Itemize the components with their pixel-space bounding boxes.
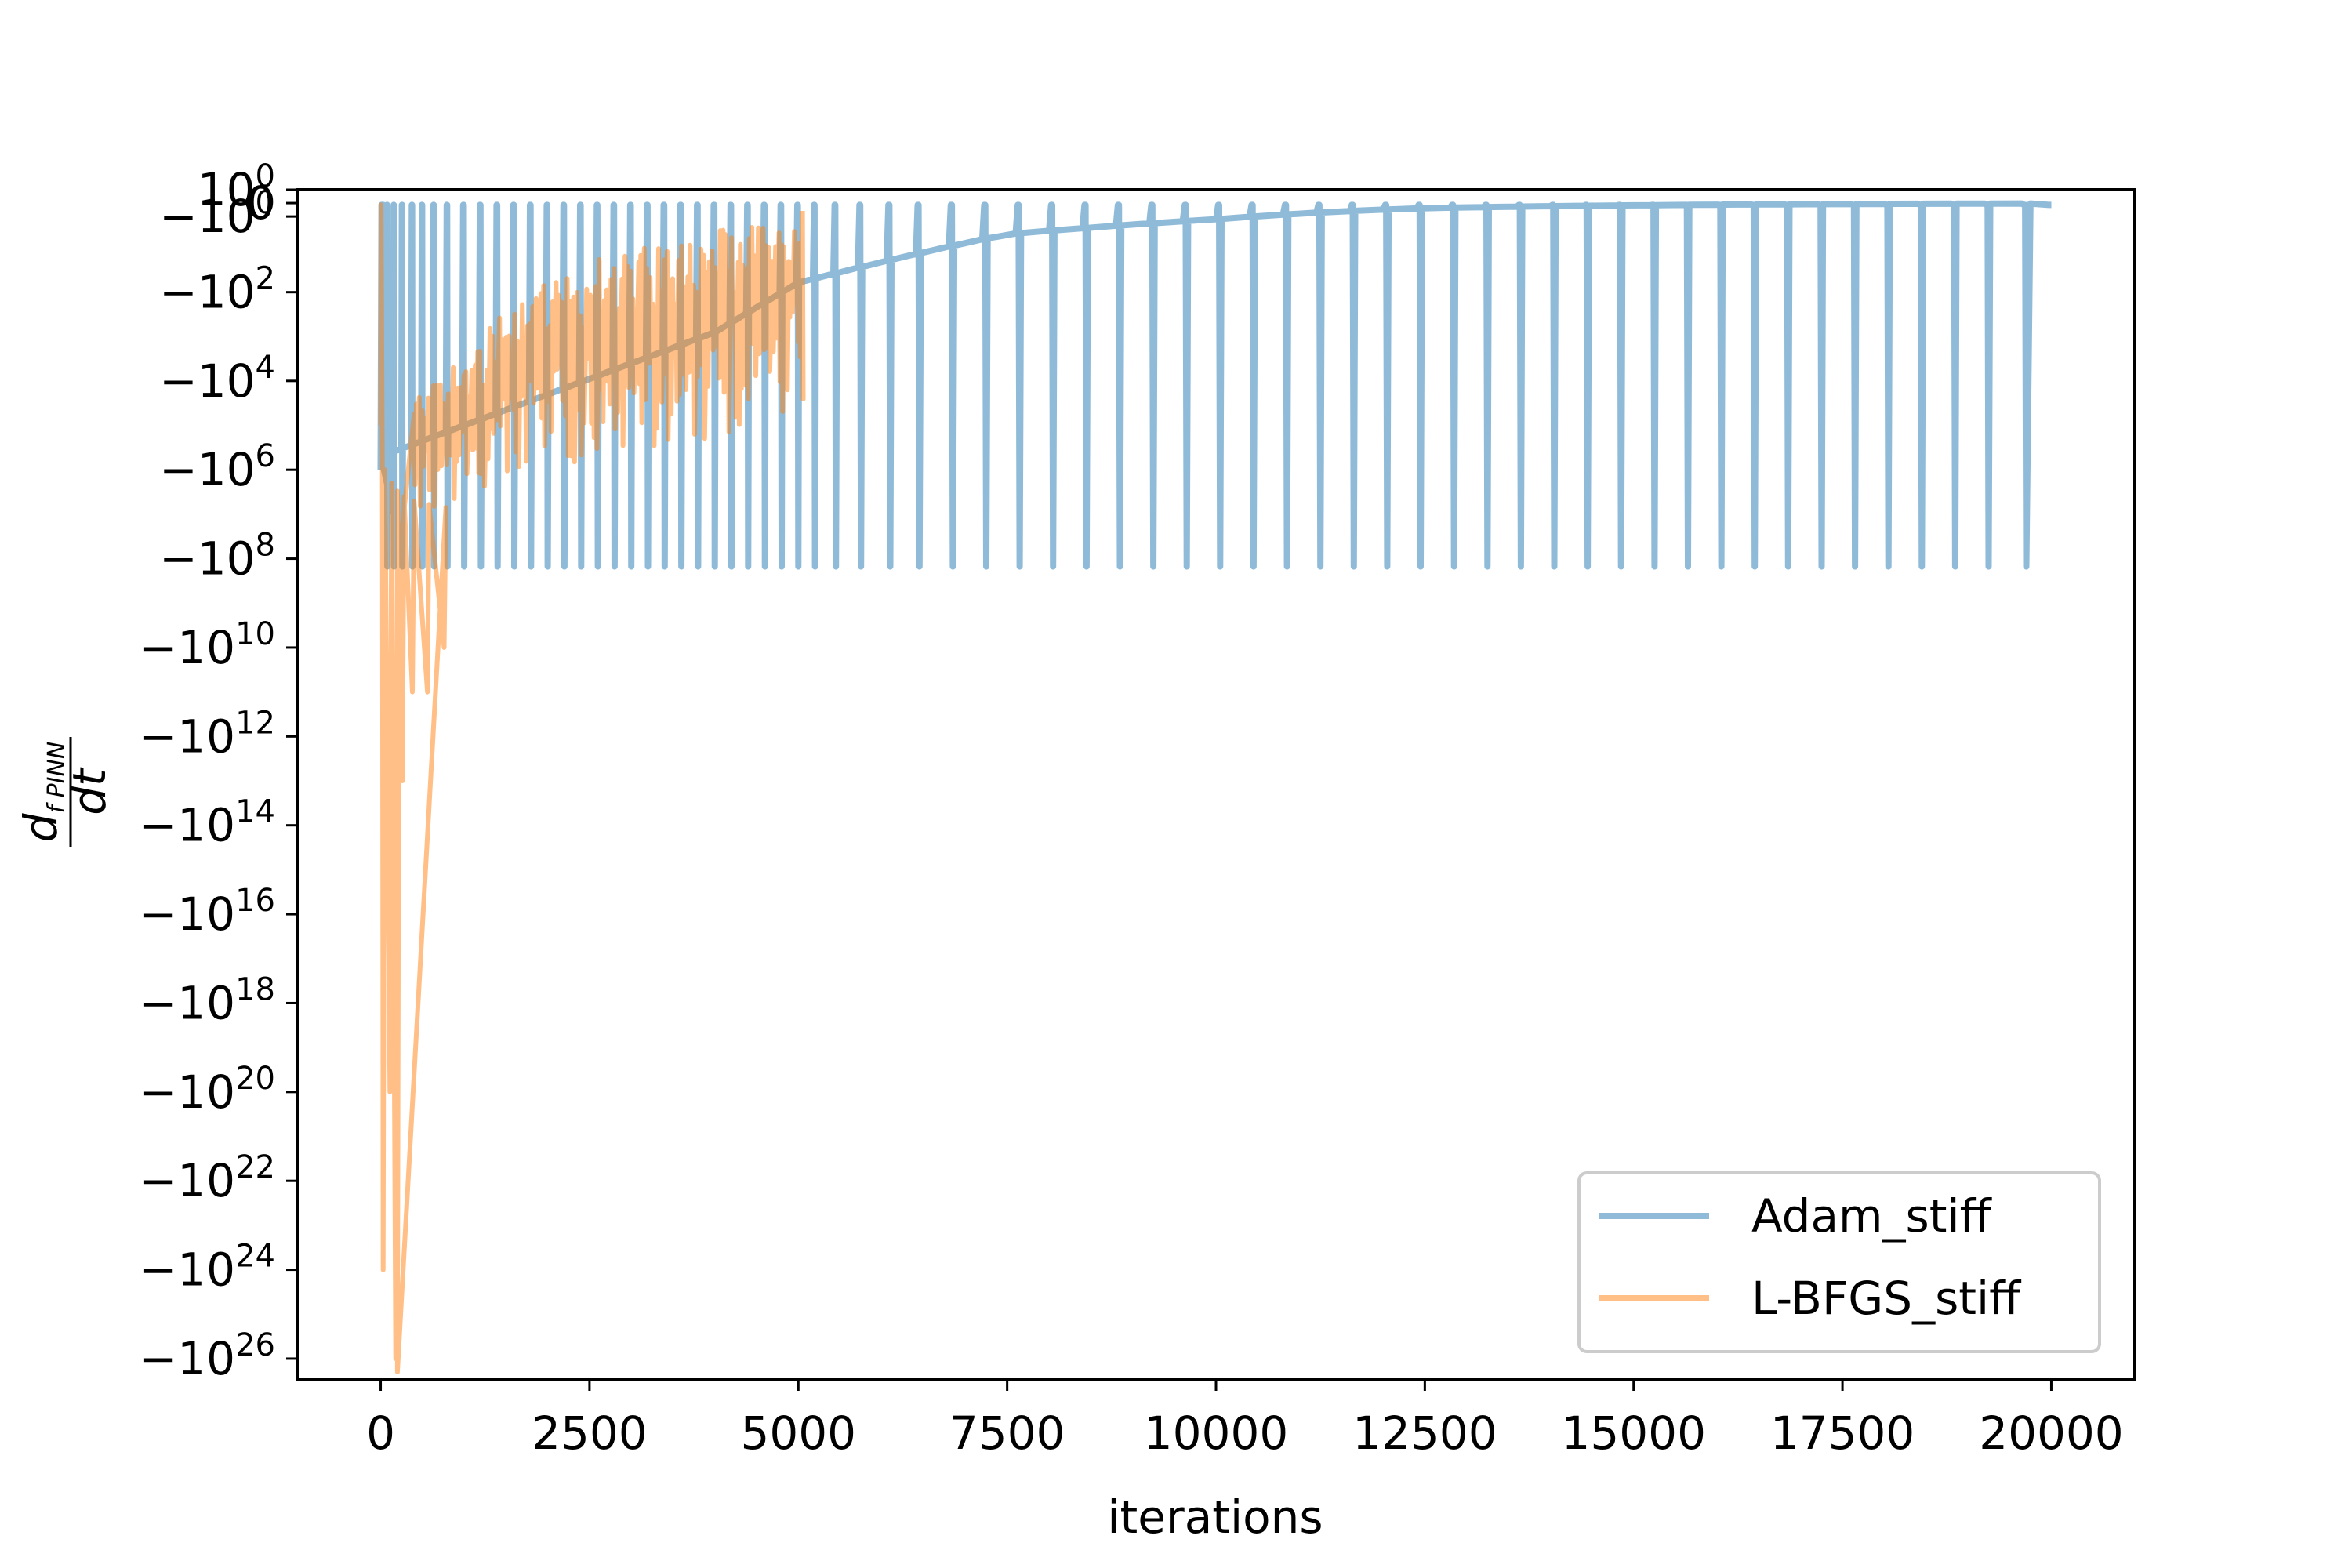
y-axis-label: df PINN dt [14,737,116,847]
y-tick-label: −1014 [140,794,275,852]
x-tick-label: 20000 [1979,1406,2124,1460]
y-axis: 1000−100 −102 −104 −106 −108 −1010 −1012 −1014 −… [140,158,297,1385]
x-tick-label: 7500 [949,1406,1065,1460]
x-tick-label: 0 [366,1406,395,1460]
y-tick-label: 0 [246,176,275,230]
x-tick-label: 10000 [1144,1406,1289,1460]
legend-label-lbfgs: L-BFGS_stiff [1751,1272,2022,1325]
y-tick-label: −1022 [140,1149,275,1207]
x-tick-label: 15000 [1561,1406,1706,1460]
y-tick-label: −104 [159,350,275,408]
legend-label-adam: Adam_stiff [1751,1189,1993,1243]
y-tick-label: −106 [159,438,275,496]
x-tick-label: 12500 [1352,1406,1497,1460]
y-tick-label: −1024 [140,1239,275,1297]
y-tick-label: −102 [159,261,275,319]
x-axis-label: iterations [1107,1490,1323,1544]
x-tick-label: 5000 [740,1406,856,1460]
legend: Adam_stiff L-BFGS_stiff [1577,1171,2101,1353]
y-tick-label: −1026 [140,1327,275,1385]
y-tick-label: 100 [198,158,275,216]
y-tick-label: −1010 [140,616,275,674]
y-tick-label: −1020 [140,1061,275,1119]
series-line-lbfgs-stiff [378,202,806,1374]
y-tick-label: −1012 [140,705,275,763]
x-axis: 0 2500 5000 7500 10000 12500 15000 17500 20000 [366,1380,2124,1460]
x-tick-label: 2500 [532,1406,648,1460]
plot-area [377,200,2053,1374]
y-tick-label: −108 [159,528,275,586]
y-tick-label: −1018 [140,971,275,1029]
svg-text:df PINN: df PINN [14,742,71,843]
y-tick-label: −1016 [140,883,275,941]
svg-text:dt: dt [63,767,116,815]
x-tick-label: 17500 [1770,1406,1915,1460]
y-tick-label: −100 [159,185,275,243]
